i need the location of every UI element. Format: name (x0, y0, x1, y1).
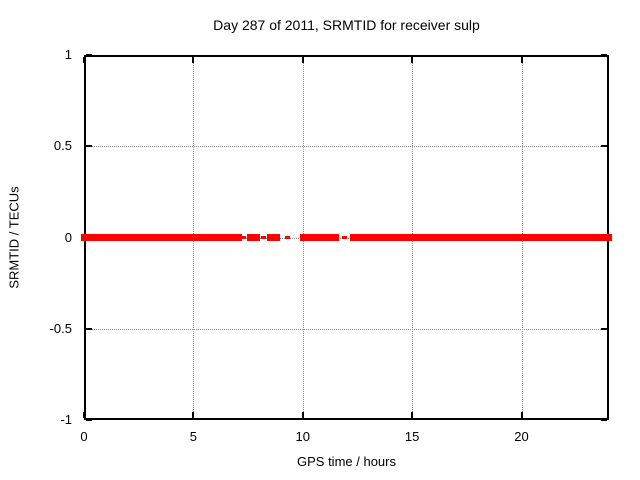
y-tick-label: 0.5 (53, 138, 72, 154)
x-tick-mark-bottom (192, 412, 195, 418)
x-tick-label: 0 (80, 429, 88, 444)
x-tick-mark-top (411, 57, 414, 63)
y-tick-label: -1 (60, 412, 72, 427)
y-tick-label: -0.5 (49, 320, 72, 336)
series-segment (266, 234, 280, 241)
y-tick-mark-left (86, 145, 92, 148)
x-tick-mark-top (520, 57, 523, 63)
y-tick-label: 0 (64, 229, 72, 245)
y-tick-mark-right (601, 419, 607, 421)
series-sparse-point (241, 236, 247, 239)
y-tick-mark-left (86, 419, 92, 421)
x-tick-mark-top (301, 57, 304, 63)
chart-title: Day 287 of 2011, SRMTID for receiver sul… (213, 17, 480, 33)
x-tick-mark-bottom (83, 412, 85, 418)
y-tick-mark-left (86, 54, 92, 56)
x-tick-mark-bottom (411, 412, 414, 418)
x-tick-mark-bottom (301, 412, 304, 418)
series-segment (350, 234, 612, 241)
y-tick-mark-right (601, 54, 607, 56)
y-tick-label: 1 (64, 47, 72, 62)
x-tick-mark-bottom (520, 412, 523, 418)
x-tick-label: 5 (189, 429, 197, 444)
series-sparse-point (341, 236, 347, 239)
series-segment (247, 234, 260, 241)
y-tick-mark-right (601, 145, 607, 148)
y-tick-mark-left (86, 327, 92, 330)
y-tick-mark-right (601, 327, 607, 330)
y-gridline (86, 146, 607, 148)
x-tick-mark-top (192, 57, 195, 63)
x-tick-label: 10 (295, 429, 310, 444)
series-segment (81, 234, 243, 241)
y-gridline (86, 328, 607, 330)
plot-area (81, 54, 612, 421)
x-tick-label: 15 (404, 429, 420, 444)
series-sparse-point (284, 236, 290, 239)
series-sparse-point (260, 236, 266, 239)
x-tick-mark-top (83, 57, 85, 63)
x-tick-label: 20 (514, 429, 529, 444)
x-axis-label: GPS time / hours (297, 454, 396, 469)
series-segment (299, 234, 339, 241)
